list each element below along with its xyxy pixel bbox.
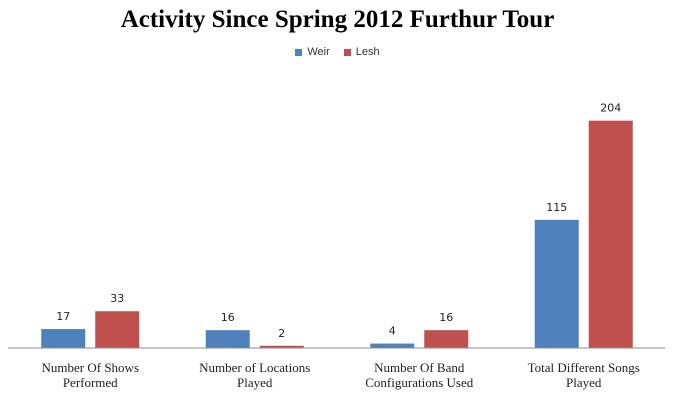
- category-label-line: Configurations Used: [365, 375, 474, 390]
- bar-weir-0: [41, 329, 86, 348]
- bar-weir-3: [534, 219, 579, 348]
- bar-lesh-2: [424, 330, 469, 348]
- data-label-weir-0: 17: [56, 310, 70, 323]
- legend-swatch-lesh: [343, 48, 351, 56]
- data-label-weir-3: 115: [546, 201, 567, 214]
- legend: Weir Lesh: [0, 46, 675, 58]
- category-label-line: Number of Locations: [199, 360, 311, 375]
- chart-title: Activity Since Spring 2012 Furthur Tour: [120, 6, 555, 33]
- category-label-0: Number Of Shows Performed: [10, 360, 170, 390]
- category-label-line: Total Different Songs: [527, 360, 640, 375]
- bar-weir-1: [205, 330, 250, 348]
- legend-swatch-weir: [295, 48, 303, 56]
- category-label-line: Number Of Shows: [41, 360, 140, 375]
- data-label-lesh-1: 2: [278, 327, 285, 340]
- data-label-weir-2: 4: [389, 325, 396, 338]
- data-label-lesh-3: 204: [600, 102, 621, 115]
- legend-item-weir: Weir: [295, 46, 330, 58]
- legend-item-lesh: Lesh: [343, 46, 380, 58]
- category-label-1: Number of Locations Played: [175, 360, 335, 390]
- data-label-lesh-2: 16: [439, 311, 453, 324]
- bar-lesh-0: [95, 311, 140, 348]
- data-label-weir-1: 16: [221, 311, 235, 324]
- category-label-3: Total Different Songs Played: [504, 360, 664, 390]
- bar-lesh-3: [588, 120, 633, 348]
- bar-lesh-1: [259, 345, 304, 348]
- category-label-line: Number Of Band: [374, 360, 465, 375]
- legend-label-lesh: Lesh: [355, 46, 380, 58]
- category-label-line: Played: [566, 375, 602, 390]
- category-label-line: Played: [237, 375, 273, 390]
- category-label-line: Performed: [62, 375, 118, 390]
- bar-weir-2: [370, 343, 415, 348]
- category-label-2: Number Of Band Configurations Used: [339, 360, 499, 390]
- legend-label-weir: Weir: [307, 46, 330, 58]
- data-label-lesh-0: 33: [110, 292, 124, 305]
